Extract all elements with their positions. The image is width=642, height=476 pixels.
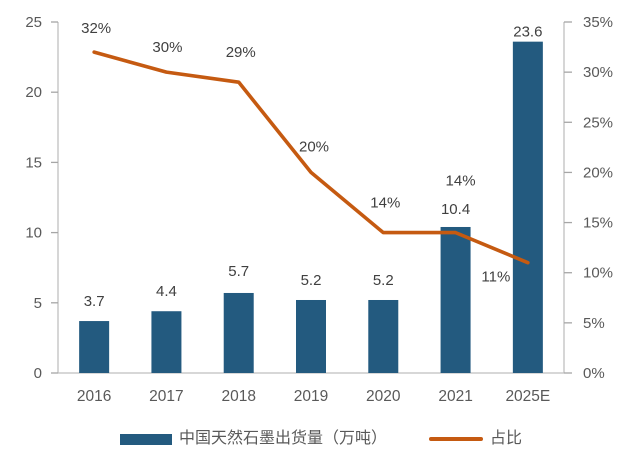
y-axis-left-label-10: 10 xyxy=(25,225,42,242)
y-axis-left-label-0: 0 xyxy=(34,365,42,382)
bar-value-label-2020: 5.2 xyxy=(373,272,394,289)
bar-value-label-2025E: 23.6 xyxy=(513,24,542,41)
bar-2017 xyxy=(151,311,182,373)
y-axis-right-label-10%: 10% xyxy=(583,265,613,282)
bar-value-label-2021: 10.4 xyxy=(441,201,470,218)
line-value-label-2020: 14% xyxy=(370,195,400,212)
y-axis-right-label-30%: 30% xyxy=(583,64,613,81)
legend-item-line-series: 占比 xyxy=(429,431,522,447)
bar-2016 xyxy=(79,321,110,373)
bar-value-label-2019: 5.2 xyxy=(301,272,322,289)
bar-series-legend-label: 中国天然石墨出货量（万吨） xyxy=(178,430,387,447)
x-axis-label-2020: 2020 xyxy=(366,388,401,405)
x-axis-label-2019: 2019 xyxy=(294,388,328,405)
x-axis-label-2025E: 2025E xyxy=(505,388,550,405)
line-value-label-2019: 20% xyxy=(299,138,329,155)
x-axis-label-2018: 2018 xyxy=(221,388,255,405)
x-axis-label-2017: 2017 xyxy=(149,388,183,405)
line-value-label-2018: 29% xyxy=(226,44,256,61)
y-axis-left-label-15: 15 xyxy=(25,154,42,171)
y-axis-left-label-5: 5 xyxy=(34,295,42,312)
y-axis-right-label-15%: 15% xyxy=(583,215,613,232)
line-series-swatch-icon xyxy=(429,437,483,441)
line-value-label-2016: 32% xyxy=(81,20,111,37)
bar-2020 xyxy=(368,299,399,373)
bar-series-swatch-icon xyxy=(119,433,172,445)
x-axis-label-2016: 2016 xyxy=(77,388,111,405)
y-axis-right-label-5%: 5% xyxy=(583,315,605,332)
bar-value-label-2017: 4.4 xyxy=(156,283,177,300)
bar-2021 xyxy=(440,226,471,373)
bar-2018 xyxy=(223,292,254,373)
y-axis-left-label-20: 20 xyxy=(25,84,42,101)
line-series-legend-label: 占比 xyxy=(490,430,523,447)
y-axis-right-label-20%: 20% xyxy=(583,164,613,181)
line-value-label-2025E: 11% xyxy=(481,269,510,286)
y-axis-right-label-0%: 0% xyxy=(583,365,605,382)
line-series xyxy=(92,50,530,265)
line-value-label-2021: 14% xyxy=(446,173,476,190)
x-axis-label-2021: 2021 xyxy=(438,388,472,405)
legend: 中国天然石墨出货量（万吨） 占比 xyxy=(0,431,642,447)
bar-value-label-2016: 3.7 xyxy=(84,293,105,310)
line-value-label-2017: 30% xyxy=(152,39,182,56)
y-axis-left-label-25: 25 xyxy=(25,14,42,31)
y-axis-right-label-25%: 25% xyxy=(583,114,613,131)
y-axis-right-label-35%: 35% xyxy=(583,14,613,31)
legend-item-bar-series: 中国天然石墨出货量（万吨） xyxy=(119,430,387,447)
bar-2025E xyxy=(512,41,543,373)
bar-2019 xyxy=(296,299,326,373)
bar-value-label-2018: 5.7 xyxy=(228,263,249,280)
